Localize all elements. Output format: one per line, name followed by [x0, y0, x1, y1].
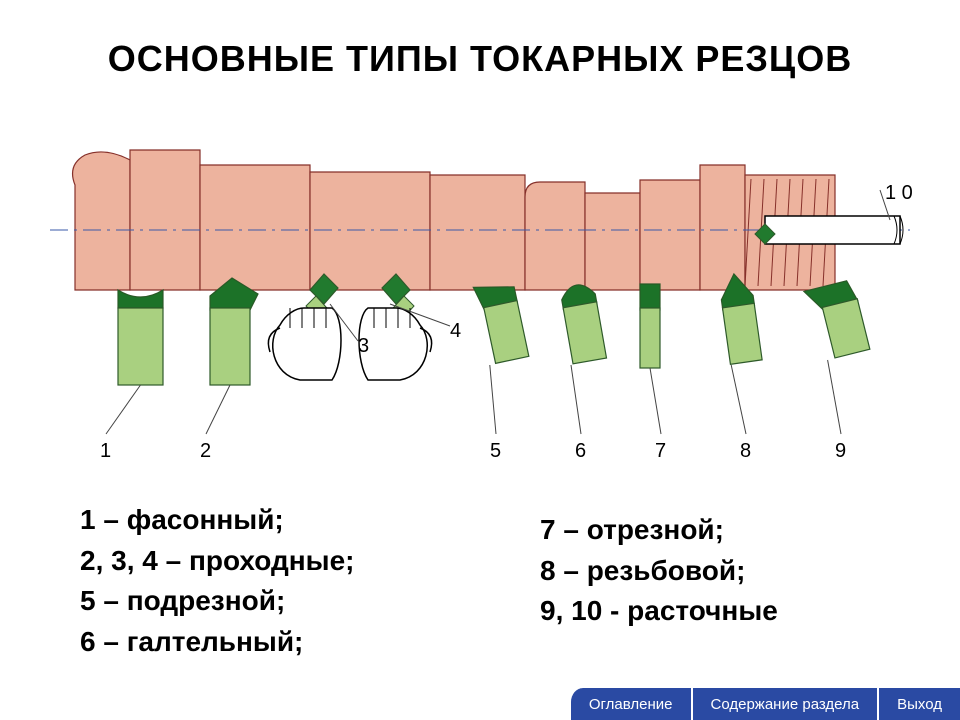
legend-line: 7 – отрезной; — [540, 510, 778, 551]
diagram-label-9: 9 — [835, 440, 846, 463]
diagram-label-1: 1 — [100, 440, 111, 463]
cutters-diagram — [0, 120, 960, 460]
footer-nav: Оглавление Содержание раздела Выход — [0, 688, 960, 720]
diagram-label-2: 2 — [200, 440, 211, 463]
section-contents-button[interactable]: Содержание раздела — [691, 688, 878, 720]
diagram-label-5: 5 — [490, 440, 501, 463]
legend-right: 7 – отрезной; 8 – резьбовой; 9, 10 - рас… — [540, 510, 778, 632]
page-title: ОСНОВНЫЕ ТИПЫ ТОКАРНЫХ РЕЗЦОВ — [0, 38, 960, 80]
diagram-label-3: 3 — [358, 335, 369, 358]
legend-line: 5 – подрезной; — [80, 581, 355, 622]
toc-button[interactable]: Оглавление — [569, 688, 691, 720]
legend-line: 2, 3, 4 – проходные; — [80, 541, 355, 582]
diagram-label-4: 4 — [450, 320, 461, 343]
legend-line: 1 – фасонный; — [80, 500, 355, 541]
diagram-label-7: 7 — [655, 440, 666, 463]
legend-left: 1 – фасонный; 2, 3, 4 – проходные; 5 – п… — [80, 500, 355, 662]
diagram-label-6: 6 — [575, 440, 586, 463]
legend-line: 6 – галтельный; — [80, 622, 355, 663]
diagram-label-10: 1 0 — [885, 182, 913, 205]
exit-button[interactable]: Выход — [877, 688, 960, 720]
legend-line: 8 – резьбовой; — [540, 551, 778, 592]
diagram-label-8: 8 — [740, 440, 751, 463]
legend-line: 9, 10 - расточные — [540, 591, 778, 632]
